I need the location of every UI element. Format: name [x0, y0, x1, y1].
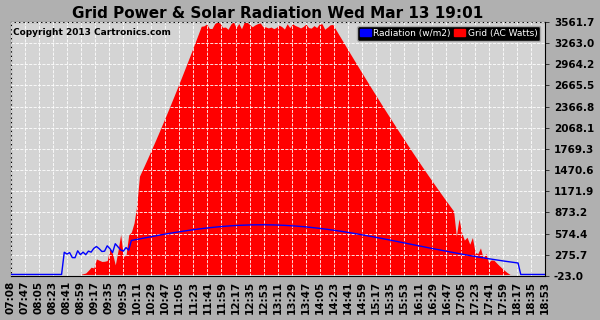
Title: Grid Power & Solar Radiation Wed Mar 13 19:01: Grid Power & Solar Radiation Wed Mar 13 … — [72, 5, 484, 20]
Legend: Radiation (w/m2), Grid (AC Watts): Radiation (w/m2), Grid (AC Watts) — [357, 26, 541, 41]
Text: Copyright 2013 Cartronics.com: Copyright 2013 Cartronics.com — [13, 28, 171, 37]
